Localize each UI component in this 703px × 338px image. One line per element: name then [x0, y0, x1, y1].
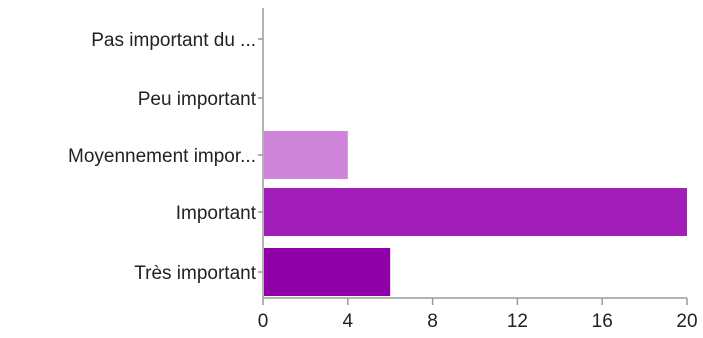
x-tick-label: 16: [592, 311, 613, 332]
x-tick-label: 12: [507, 311, 528, 332]
category-label: Moyennement impor...: [68, 146, 256, 167]
bar-4: [264, 248, 391, 296]
bar-3: [264, 188, 687, 236]
x-tick-label: 20: [676, 311, 697, 332]
category-labels: Pas important du ... Peu important Moyenne…: [68, 30, 257, 284]
x-tick-label: 4: [343, 311, 354, 332]
category-label: Peu important: [138, 89, 257, 110]
x-tick-label: 8: [427, 311, 438, 332]
bar-2: [264, 131, 348, 179]
x-tick-labels: 0 4 8 12 16 20: [258, 311, 698, 332]
bars-layer: [264, 131, 687, 296]
category-label: Pas important du ...: [91, 30, 256, 51]
axis-layer: [258, 8, 688, 305]
category-label: Important: [176, 203, 257, 224]
category-label: Très important: [134, 263, 256, 284]
x-tick-label: 0: [258, 311, 269, 332]
